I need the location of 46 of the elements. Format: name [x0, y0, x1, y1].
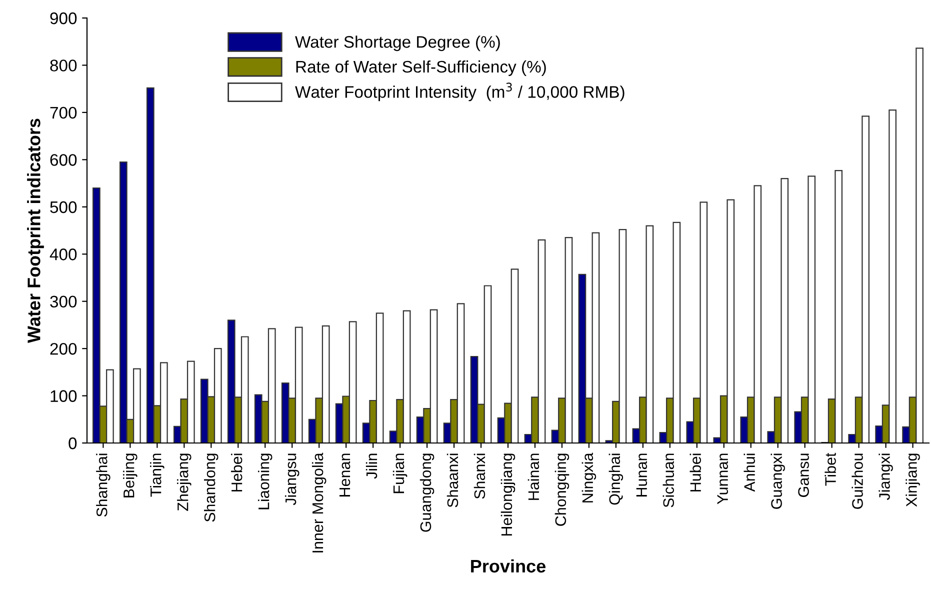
legend-label: Rate of Water Self-Sufficiency (%)	[296, 60, 546, 76]
y-tick-label: 700	[50, 106, 77, 119]
x-tick-label: Guangxi	[770, 454, 785, 509]
x-tick-label: Tibet	[824, 452, 836, 486]
x-tick-label: Liaoning	[258, 454, 272, 510]
x-tick-label: Chongqing	[554, 454, 570, 526]
y-axis-title: Water Footprint indicators	[27, 118, 44, 343]
x-tick-label: Zhejiang	[177, 454, 192, 511]
x-tick-label: Jilin	[366, 454, 378, 479]
x-tick-label: Henan	[340, 454, 350, 496]
y-tick-label: 900	[50, 12, 77, 24]
x-tick-label: Jiangxi	[878, 454, 893, 500]
x-tick-label: Sichuan	[662, 454, 674, 508]
x-tick-label: Shandong	[204, 454, 218, 522]
x-tick-label: Heilongjiang	[500, 454, 516, 536]
x-tick-label: Shanxi	[474, 454, 486, 499]
legend-label: Water Shortage Degree (%)	[295, 36, 500, 52]
y-tick-label: 100	[50, 390, 77, 402]
y-tick-label: 200	[50, 342, 77, 355]
y-tick-label: 0	[68, 437, 77, 450]
x-tick-label: Hubei	[690, 454, 702, 492]
x-tick-label: Gansu	[798, 454, 809, 497]
x-tick-label: Ningxia	[582, 452, 596, 502]
x-tick-label: Hunan	[636, 454, 648, 496]
x-tick-label: Jiangsu	[284, 454, 300, 506]
y-tick-label: 300	[50, 296, 77, 308]
y-tick-label: 800	[50, 60, 77, 72]
x-tick-label: Tianjin	[150, 454, 164, 497]
x-tick-label: Fujian	[392, 454, 408, 494]
x-tick-label: Qinghai	[608, 454, 624, 505]
y-tick-label: 600	[50, 154, 77, 166]
y-tick-label: 400	[50, 248, 77, 260]
x-tick-label: Beijing	[123, 454, 138, 498]
x-tick-label: Guangdong	[420, 454, 434, 532]
x-tick-label: Hainan	[528, 454, 540, 500]
x-tick-label: Shaanxi	[446, 454, 458, 508]
x-tick-label: Anhui	[744, 454, 755, 492]
x-tick-label: Hebei	[231, 454, 242, 492]
x-axis-title: Province	[471, 559, 546, 573]
x-tick-label: Inner Mongolia	[312, 452, 326, 552]
y-tick-label: 500	[50, 201, 77, 214]
x-tick-label: Shanghai	[96, 454, 110, 517]
x-tick-label: Guizhou	[852, 454, 863, 509]
legend-label: Water Footprint Intensity (m$^{3}$ / 10,000 RMB)	[295, 82, 624, 102]
x-tick-label: Yunnan	[717, 454, 728, 504]
x-tick-label: Xinjiang	[906, 454, 920, 507]
